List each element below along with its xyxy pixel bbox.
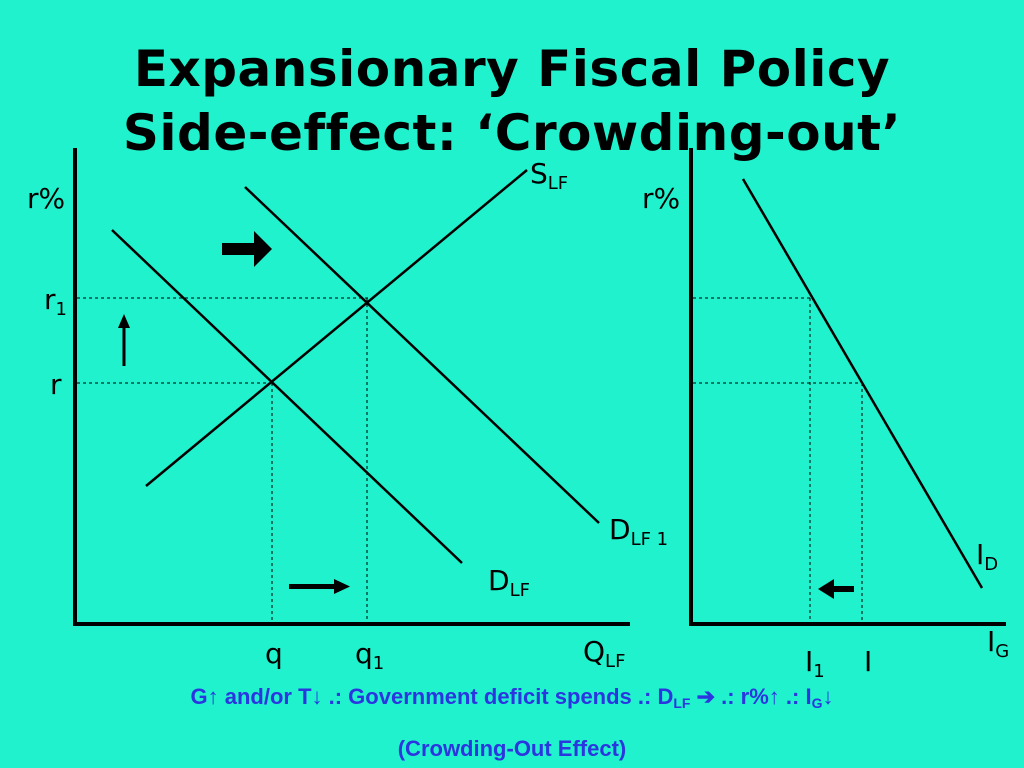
- caption-line-2: (Crowding-Out Effect): [397, 736, 627, 761]
- investment-demand-curve: [741, 178, 984, 589]
- demand-curve-1: [244, 186, 600, 524]
- quantity-right-arrow: [289, 579, 350, 594]
- r-label: r: [50, 368, 62, 401]
- demand-curve: [111, 229, 463, 564]
- ig-label: IG: [987, 625, 1010, 662]
- i-label: I: [864, 645, 873, 678]
- r1-label: r1: [44, 283, 67, 320]
- id-label: ID: [976, 538, 999, 575]
- supply-label: SLF: [530, 157, 569, 194]
- rate-up-arrow: [118, 314, 130, 366]
- title-line-1: Expansionary Fiscal Policy: [133, 40, 891, 98]
- caption-line-1: G↑ and/or T↓ .: Government deficit spend…: [190, 684, 834, 711]
- demand-label: DLF: [488, 564, 530, 601]
- demand-1-label: DLF 1: [609, 513, 669, 550]
- supply-curve: [145, 169, 528, 487]
- i1-label: I1: [805, 645, 825, 682]
- left-y-axis-label: r%: [27, 182, 66, 215]
- shift-right-arrow: [222, 231, 272, 267]
- q-label: q: [265, 637, 283, 670]
- investment-left-arrow: [818, 579, 854, 599]
- q1-label: q1: [355, 637, 385, 674]
- title-line-2: Side-effect: ‘Crowding-out’: [122, 104, 902, 162]
- right-y-axis-label: r%: [642, 182, 681, 215]
- x-axis-label: QLF: [583, 635, 626, 672]
